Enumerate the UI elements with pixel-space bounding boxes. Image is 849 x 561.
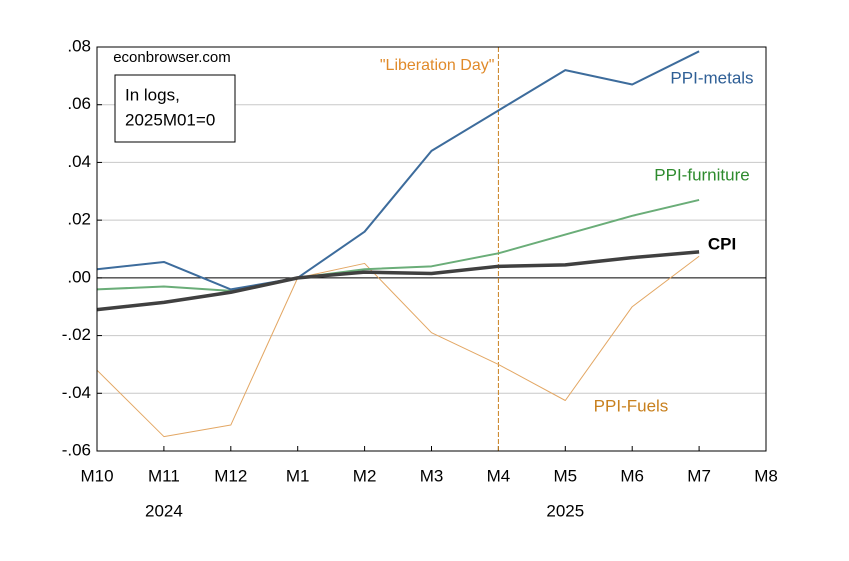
y-tick-label: .04 [67, 152, 91, 171]
x-tick-label: M8 [754, 466, 778, 485]
y-tick-label: -.06 [62, 440, 91, 459]
series-line [96, 198, 700, 292]
series-line [96, 250, 700, 312]
series-line [96, 255, 700, 438]
note-box [114, 74, 236, 143]
x-tick-label: M5 [553, 466, 577, 485]
year-label: 2024 [145, 501, 183, 520]
y-tick-label: .08 [67, 36, 91, 55]
x-tick-label: M3 [420, 466, 444, 485]
x-tick-label: M1 [286, 466, 310, 485]
y-tick-label: .00 [67, 267, 91, 286]
x-tick-label: M7 [687, 466, 711, 485]
series-line [96, 50, 700, 291]
note-line: 2025M01=0 [125, 110, 215, 129]
plot-frame [96, 46, 767, 452]
x-tick-label: M12 [214, 466, 247, 485]
x-tick-label: M4 [487, 466, 511, 485]
series-label: PPI-furniture [654, 165, 749, 184]
x-tick-label: M10 [80, 466, 113, 485]
series-label: PPI-metals [670, 68, 753, 87]
y-tick-label: .06 [67, 94, 91, 113]
note-line: In logs, [125, 85, 180, 104]
y-tick-label: -.04 [62, 383, 91, 402]
x-tick-label: M11 [148, 466, 180, 485]
y-tick-label: -.02 [62, 325, 91, 344]
series-label: CPI [708, 234, 736, 253]
series-label: PPI-Fuels [594, 396, 669, 415]
year-label: 2025 [546, 501, 584, 520]
event-annotation: "Liberation Day" [380, 57, 495, 74]
source: econbrowser.com [113, 49, 231, 66]
x-tick-label: M2 [353, 466, 377, 485]
x-tick-label: M6 [620, 466, 644, 485]
y-tick-label: .02 [67, 210, 91, 229]
